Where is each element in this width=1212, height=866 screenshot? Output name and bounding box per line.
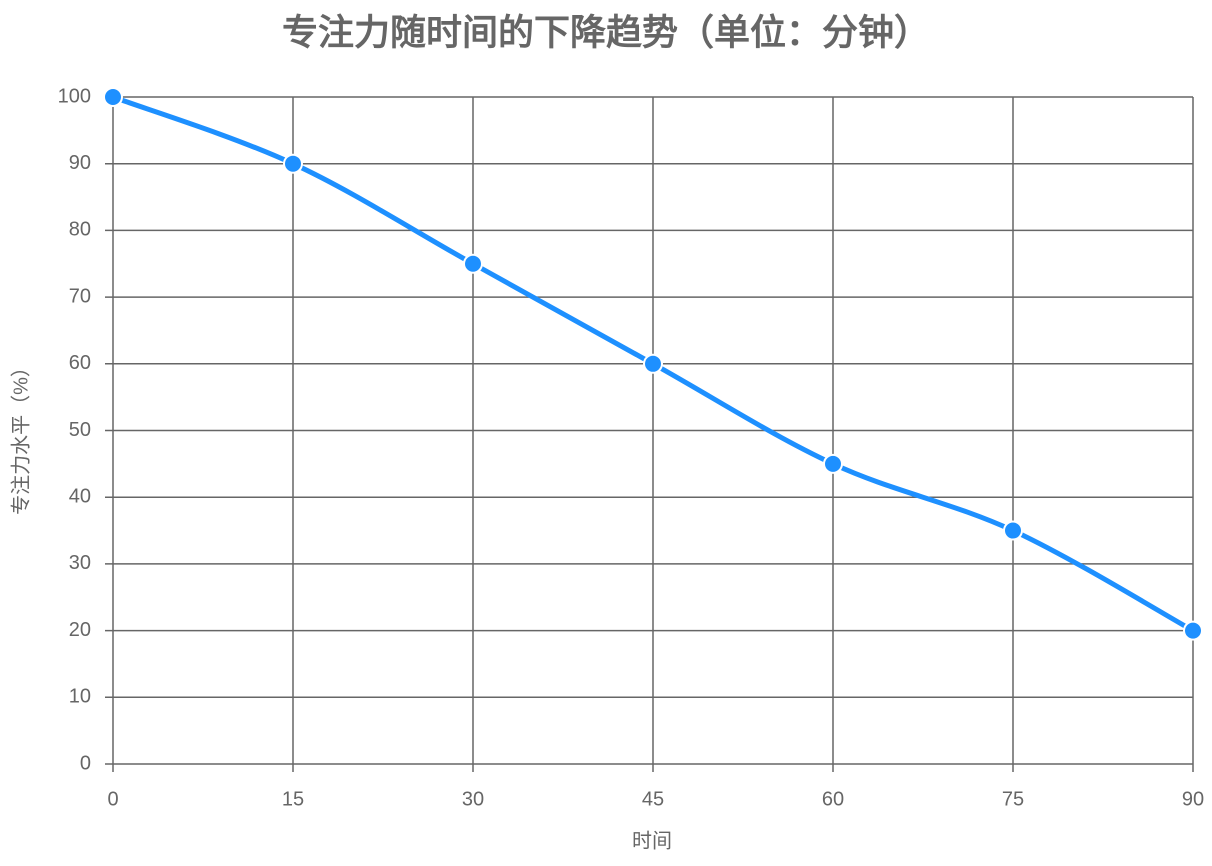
point xyxy=(823,453,843,474)
x-tick-label: 15 xyxy=(282,788,304,810)
x-tick-label: 90 xyxy=(1182,788,1204,810)
y-tick-label: 40 xyxy=(69,485,91,507)
point xyxy=(643,353,663,374)
chart-title: 专注力随时间的下降趋势（单位：分钟） xyxy=(282,12,930,53)
x-tick-label: 0 xyxy=(107,788,118,810)
x-tick-label: 45 xyxy=(642,788,664,810)
point xyxy=(103,87,123,107)
y-tick-label: 80 xyxy=(69,219,91,241)
point xyxy=(1183,620,1203,641)
y-axis-label: 专注力水平（%） xyxy=(9,357,32,515)
y-tick-label: 50 xyxy=(69,419,91,441)
x-tick-label: 60 xyxy=(822,788,844,810)
y-tick-label: 20 xyxy=(69,619,91,641)
x-tick-label: 30 xyxy=(462,788,484,810)
y-tick-label: 10 xyxy=(69,686,91,708)
y-tick-label: 60 xyxy=(69,352,91,374)
y-tick-label: 0 xyxy=(80,752,91,774)
y-tick-label: 90 xyxy=(69,152,91,174)
y-tick-label: 100 xyxy=(58,85,91,107)
y-tick-label: 70 xyxy=(69,285,91,307)
y-tick-label: 30 xyxy=(69,552,91,574)
point xyxy=(1003,520,1023,541)
x-tick-label: 75 xyxy=(1002,788,1024,810)
point xyxy=(283,153,303,174)
x-axis-label: 时间 xyxy=(632,829,672,852)
point xyxy=(463,253,483,274)
